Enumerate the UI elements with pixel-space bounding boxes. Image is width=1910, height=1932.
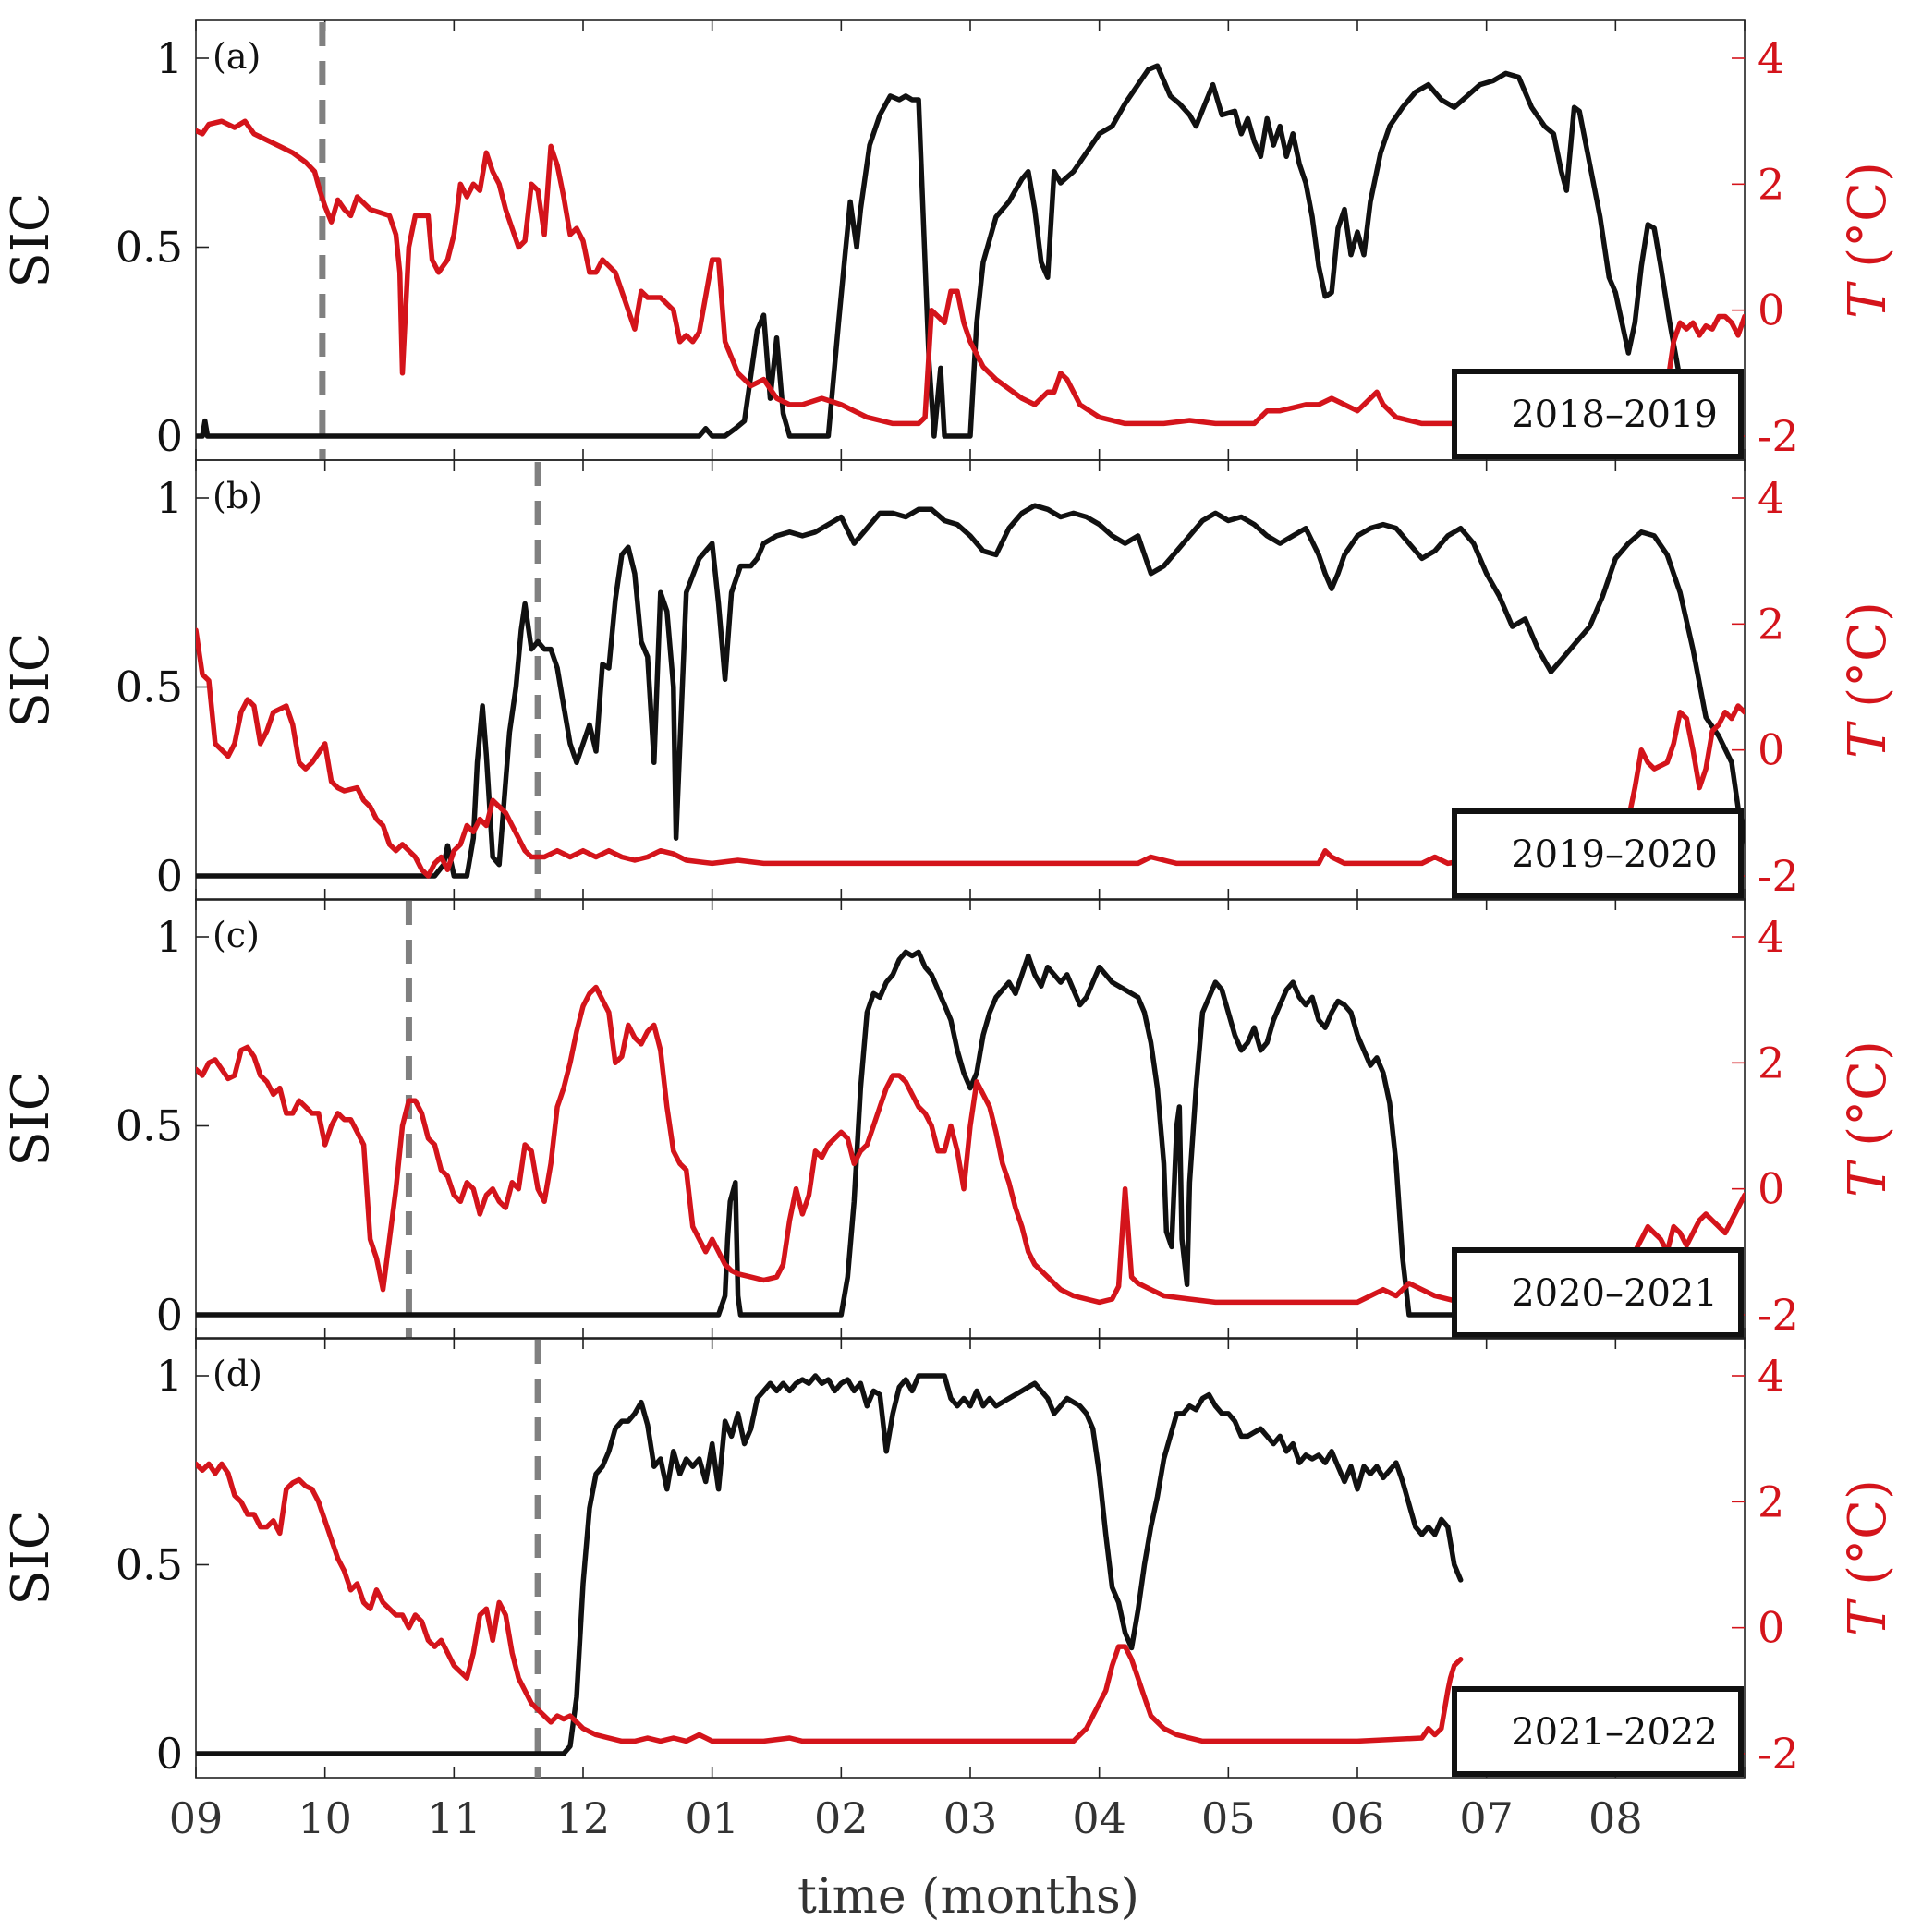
temperature-line <box>196 984 1745 1311</box>
y-left-tick-label: 0.5 <box>116 223 183 273</box>
panel-label: (d) <box>213 1354 262 1394</box>
y-right-tick-label: -2 <box>1758 1290 1799 1340</box>
y-right-tick-label: 4 <box>1758 473 1784 523</box>
season-label-box <box>1452 1247 1744 1338</box>
y-left-axis-label: SIC <box>1 632 61 727</box>
y-right-axis-unit: (°C) <box>1838 601 1898 723</box>
sic-line <box>196 63 1689 439</box>
x-tick-label: 08 <box>1588 1793 1643 1843</box>
season-label: 2019–2020 <box>1511 833 1718 876</box>
y-left-tick-label: 1 <box>156 912 183 962</box>
x-tick-label: 02 <box>814 1793 869 1843</box>
x-tick-label: 12 <box>556 1793 611 1843</box>
x-tick-label: 09 <box>169 1793 224 1843</box>
y-right-axis-unit: (°C) <box>1838 162 1898 284</box>
y-right-tick-label: 4 <box>1758 33 1784 83</box>
y-right-axis-label: T (°C) <box>1838 601 1898 759</box>
sic-line <box>196 949 1487 1318</box>
y-right-tick-label: 0 <box>1758 1164 1784 1214</box>
y-left-tick-label: 0.5 <box>116 1101 183 1151</box>
season-label-box <box>1452 369 1744 459</box>
y-left-axis-label: SIC <box>1 1071 61 1166</box>
y-right-axis-unit: (°C) <box>1838 1479 1898 1601</box>
y-right-axis-variable: T <box>1838 281 1898 319</box>
season-label-box <box>1452 1686 1744 1777</box>
y-left-tick-label: 0.5 <box>116 1540 183 1590</box>
x-tick-label: 06 <box>1331 1793 1385 1843</box>
y-right-tick-label: -2 <box>1758 851 1799 901</box>
panel-label: (b) <box>213 476 262 516</box>
y-right-tick-label: -2 <box>1758 1729 1799 1779</box>
y-right-axis-label: T (°C) <box>1838 1479 1898 1636</box>
y-right-tick-label: -2 <box>1758 411 1799 461</box>
panel-label: (a) <box>213 36 261 77</box>
temperature-line <box>196 627 1745 879</box>
y-left-tick-label: 0 <box>156 851 183 901</box>
sic-line <box>196 503 1745 879</box>
panel-d: 0 0.5 1 -2 0 2 4 SIC T (°C) (d) 2021–2022 <box>1 1337 1898 1779</box>
y-right-axis-variable: T <box>1838 721 1898 759</box>
y-right-tick-label: 0 <box>1758 286 1784 335</box>
y-left-tick-label: 0 <box>156 1290 183 1340</box>
panel-data <box>196 22 1745 460</box>
panel-b: 0 0.5 1 -2 0 2 4 SIC T (°C) (b) 2019–2020 <box>1 459 1898 901</box>
y-left-axis-label: SIC <box>1 192 61 287</box>
y-right-tick-label: 2 <box>1758 159 1784 209</box>
x-tick-label: 04 <box>1072 1793 1126 1843</box>
x-tick-label: 01 <box>685 1793 739 1843</box>
panel-data <box>196 1340 1464 1778</box>
season-label: 2021–2022 <box>1511 1711 1718 1754</box>
season-label-box <box>1452 808 1744 899</box>
y-right-axis-label: T (°C) <box>1838 162 1898 319</box>
y-left-tick-label: 1 <box>156 473 183 523</box>
y-right-tick-label: 4 <box>1758 1351 1784 1401</box>
y-right-tick-label: 2 <box>1758 599 1784 649</box>
y-right-tick-label: 2 <box>1758 1476 1784 1526</box>
season-label: 2018–2019 <box>1511 394 1718 436</box>
temperature-line <box>196 1461 1464 1744</box>
panel-data <box>196 462 1745 900</box>
x-tick-label: 10 <box>298 1793 352 1843</box>
y-right-tick-label: 2 <box>1758 1038 1784 1088</box>
y-left-tick-label: 0.5 <box>116 662 183 712</box>
y-right-axis-unit: (°C) <box>1838 1040 1898 1162</box>
sic-line <box>196 1373 1464 1756</box>
x-tick-label: 05 <box>1201 1793 1256 1843</box>
y-left-tick-label: 1 <box>156 33 183 83</box>
panel-data <box>196 901 1745 1339</box>
x-axis-label: time (months) <box>797 1869 1139 1925</box>
y-right-tick-label: 0 <box>1758 1603 1784 1653</box>
y-right-axis-variable: T <box>1838 1160 1898 1197</box>
x-tick-label: 07 <box>1459 1793 1514 1843</box>
x-tick-label: 11 <box>427 1793 481 1843</box>
y-left-tick-label: 0 <box>156 1729 183 1779</box>
y-left-tick-label: 0 <box>156 411 183 461</box>
panel-label: (c) <box>213 915 260 955</box>
panel-a: 0 0.5 1 -2 0 2 4 SIC T (°C) (a) 2018–2019 <box>1 19 1898 461</box>
y-right-tick-label: 0 <box>1758 725 1784 775</box>
y-left-axis-label: SIC <box>1 1510 61 1605</box>
temperature-line <box>196 118 1745 427</box>
y-left-tick-label: 1 <box>156 1351 183 1401</box>
y-right-axis-variable: T <box>1838 1598 1898 1636</box>
panel-c: 0 0.5 1 -2 0 2 4 SIC T (°C) (c) 2020–2021 <box>1 898 1898 1340</box>
season-label: 2020–2021 <box>1511 1272 1718 1315</box>
y-right-axis-label: T (°C) <box>1838 1040 1898 1197</box>
y-right-tick-label: 4 <box>1758 912 1784 962</box>
x-tick-label: 03 <box>943 1793 998 1843</box>
